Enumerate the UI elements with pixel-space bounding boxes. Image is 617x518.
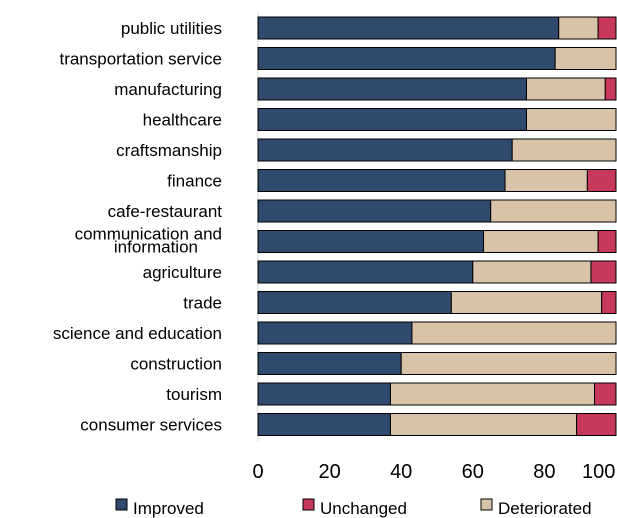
bar-deteriorated-tourism [389,382,596,406]
category-label-craftsmanship: craftsmanship [116,141,222,160]
bar-improved-craftsmanship [257,138,513,162]
x-tick-60: 60 [462,461,484,483]
bar-improved-cafe-restaurant [257,199,492,223]
bar-deteriorated-cafe-restaurant [490,199,617,223]
bar-improved-science-and-education [257,321,413,345]
x-tick-80: 80 [533,461,555,483]
bar-improved-public-utilities [257,16,560,40]
category-label-manufacturing: manufacturing [114,80,222,99]
legend-swatch-deteriorated [480,498,493,511]
bar-unchanged-public-utilities [597,16,617,40]
bar-unchanged-finance [586,169,617,192]
bar-improved-communication-and-information [257,230,485,253]
legend-label-deteriorated: Deteriorated [498,499,592,518]
x-axis-ticks: 0 20 40 60 80 100 [252,461,615,483]
bar-deteriorated-manufacturing [526,77,606,101]
bar-improved-trade [257,291,452,314]
bar-deteriorated-communication-and-information [483,230,599,253]
category-labels: public utilities transportation service ma… [53,19,222,435]
category-label-construction: construction [130,355,222,374]
bar-improved-finance [257,169,506,192]
x-tick-20: 20 [318,461,340,483]
bar-deteriorated-trade [450,291,603,314]
bars-layer [257,16,617,436]
legend: Improved Unchanged Deteriorated [115,498,592,518]
legend-swatch-improved [115,498,128,511]
category-label-trade: trade [183,294,222,313]
bar-deteriorated-consumer-services [389,413,578,436]
legend-label-unchanged: Unchanged [320,499,407,518]
bar-improved-construction [257,352,402,375]
category-label-public-utilities: public utilities [121,19,222,38]
category-label-tourism: tourism [166,385,222,404]
bar-deteriorated-public-utilities [558,16,599,40]
bar-unchanged-trade [601,291,617,314]
bar-improved-healthcare [257,108,527,131]
bar-improved-agriculture [257,260,474,284]
legend-swatch-unchanged [302,498,315,511]
bar-improved-consumer-services [257,413,391,436]
bar-deteriorated-construction [400,352,617,375]
bar-unchanged-manufacturing [604,77,617,101]
legend-label-improved: Improved [133,499,204,518]
bar-deteriorated-healthcare [526,108,617,131]
category-label-science-and-education: science and education [53,324,222,343]
bar-unchanged-communication-and-information [597,230,617,253]
x-tick-0: 0 [252,461,263,483]
bar-unchanged-agriculture [590,260,617,284]
bar-deteriorated-finance [504,169,588,192]
bar-improved-manufacturing [257,77,527,101]
x-tick-100: 100 [582,461,615,483]
category-label-consumer-services: consumer services [80,416,222,435]
bar-deteriorated-agriculture [472,260,592,284]
category-label-agriculture: agriculture [143,263,222,282]
category-label-cafe-restaurant: cafe-restaurant [108,202,223,221]
category-label-finance: finance [167,172,222,191]
bar-deteriorated-transportation-service [554,47,617,70]
category-label-healthcare: healthcare [143,111,222,130]
bar-deteriorated-science-and-education [411,321,617,345]
bar-deteriorated-craftsmanship [511,138,617,162]
bar-improved-tourism [257,382,391,406]
bar-unchanged-consumer-services [576,413,617,436]
bar-improved-transportation-service [257,47,556,70]
category-label-transportation-service: transportation service [59,50,222,69]
bar-unchanged-tourism [594,382,617,406]
category-label-communication-and-information: communication and information [75,225,222,257]
x-tick-40: 40 [390,461,412,483]
